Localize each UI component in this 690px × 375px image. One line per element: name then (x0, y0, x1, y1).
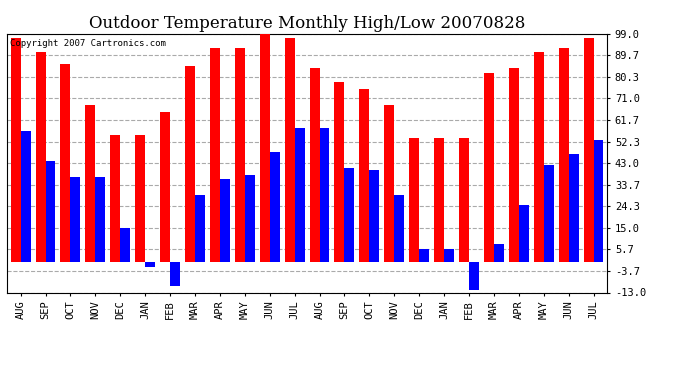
Bar (270, 152, 279, 262)
Bar (21, 131, 30, 262)
Bar (444, 249, 454, 262)
Bar (494, 244, 504, 262)
Bar (61, 64, 70, 262)
Bar (135, 135, 145, 262)
Bar (434, 138, 444, 262)
Bar (419, 249, 429, 262)
Bar (593, 140, 604, 262)
Bar (235, 48, 245, 262)
Bar (469, 262, 479, 290)
Bar (295, 129, 304, 262)
Bar (285, 38, 295, 262)
Bar (95, 177, 106, 262)
Bar (394, 195, 404, 262)
Bar (220, 179, 230, 262)
Bar (409, 138, 419, 262)
Bar (319, 129, 329, 262)
Bar (359, 89, 369, 262)
Bar (509, 68, 519, 262)
Bar (310, 68, 319, 262)
Bar (369, 170, 380, 262)
Bar (344, 168, 355, 262)
Bar (534, 52, 544, 262)
Bar (160, 112, 170, 262)
Bar (185, 66, 195, 262)
Bar (120, 228, 130, 262)
Bar (245, 175, 255, 262)
Bar (584, 38, 593, 262)
Bar (569, 154, 578, 262)
Bar (36, 52, 46, 262)
Bar (145, 262, 155, 267)
Bar (459, 138, 469, 262)
Bar (70, 177, 80, 262)
Text: Copyright 2007 Cartronics.com: Copyright 2007 Cartronics.com (10, 39, 166, 48)
Bar (559, 48, 569, 262)
Bar (110, 135, 120, 262)
Bar (544, 165, 553, 262)
Bar (10, 38, 21, 262)
Bar (86, 105, 95, 262)
Bar (46, 161, 55, 262)
Bar (210, 48, 220, 262)
Bar (195, 195, 205, 262)
Bar (259, 32, 270, 262)
Bar (384, 105, 394, 262)
Bar (484, 73, 494, 262)
Bar (519, 205, 529, 262)
Bar (170, 262, 180, 286)
Title: Outdoor Temperature Monthly High/Low 20070828: Outdoor Temperature Monthly High/Low 200… (89, 15, 525, 32)
Bar (335, 82, 344, 262)
